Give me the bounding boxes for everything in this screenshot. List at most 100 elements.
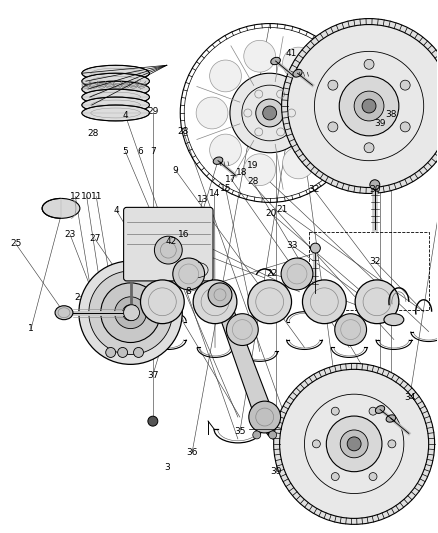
Circle shape (281, 258, 313, 290)
Text: 6: 6 (137, 147, 143, 156)
Circle shape (124, 305, 140, 321)
Ellipse shape (370, 180, 380, 190)
Circle shape (106, 348, 116, 358)
Ellipse shape (82, 81, 149, 97)
Ellipse shape (293, 69, 302, 77)
Circle shape (335, 314, 367, 345)
Text: 39: 39 (374, 119, 386, 128)
Circle shape (354, 91, 384, 121)
Text: 14: 14 (209, 189, 220, 198)
Circle shape (369, 407, 377, 415)
Ellipse shape (386, 415, 396, 422)
Circle shape (312, 440, 320, 448)
Text: 29: 29 (147, 107, 159, 116)
Circle shape (148, 416, 158, 426)
Text: 10: 10 (81, 192, 92, 201)
Circle shape (288, 25, 438, 188)
Text: 20: 20 (265, 209, 277, 218)
Text: 15: 15 (220, 183, 231, 192)
Circle shape (369, 473, 377, 481)
Text: 28: 28 (178, 127, 189, 136)
Circle shape (400, 122, 410, 132)
Text: 28: 28 (247, 177, 258, 186)
Ellipse shape (82, 105, 149, 121)
Text: 13: 13 (197, 195, 208, 204)
Circle shape (230, 73, 309, 153)
Circle shape (196, 97, 228, 129)
Circle shape (328, 122, 338, 132)
Circle shape (101, 283, 160, 343)
Text: 35: 35 (234, 427, 246, 436)
Text: 30: 30 (369, 185, 381, 194)
Circle shape (193, 280, 237, 324)
Text: 2: 2 (75, 293, 80, 302)
Circle shape (208, 283, 232, 307)
Circle shape (134, 348, 144, 358)
Text: 3: 3 (164, 463, 170, 472)
Text: 19: 19 (247, 161, 259, 171)
Circle shape (355, 280, 399, 324)
Ellipse shape (82, 65, 149, 81)
Circle shape (279, 369, 429, 519)
Circle shape (364, 143, 374, 153)
Text: 32: 32 (308, 185, 320, 194)
Circle shape (115, 297, 146, 329)
Text: 7: 7 (150, 147, 156, 156)
Circle shape (210, 134, 241, 166)
Ellipse shape (375, 406, 385, 414)
Circle shape (400, 80, 410, 90)
Ellipse shape (82, 89, 149, 105)
Circle shape (244, 154, 276, 185)
Text: 16: 16 (177, 230, 189, 239)
Circle shape (274, 364, 434, 524)
Text: 25: 25 (10, 239, 21, 248)
Circle shape (256, 99, 283, 127)
Text: 5: 5 (123, 147, 128, 156)
Circle shape (283, 47, 314, 79)
Text: 9: 9 (173, 166, 178, 175)
Text: 8: 8 (186, 287, 191, 296)
Circle shape (274, 364, 434, 524)
Circle shape (308, 117, 340, 149)
Circle shape (118, 348, 127, 358)
Circle shape (328, 80, 338, 90)
Circle shape (263, 106, 277, 120)
Text: 36: 36 (186, 448, 198, 457)
Circle shape (364, 59, 374, 69)
Circle shape (173, 258, 205, 290)
Text: 41: 41 (285, 49, 297, 58)
Circle shape (339, 76, 399, 136)
Circle shape (79, 261, 182, 365)
Text: 11: 11 (91, 192, 102, 201)
Circle shape (282, 19, 438, 193)
Circle shape (141, 280, 184, 324)
Text: 4: 4 (114, 206, 120, 215)
Text: 33: 33 (286, 241, 298, 250)
Ellipse shape (42, 198, 80, 219)
Ellipse shape (384, 314, 404, 326)
Ellipse shape (55, 306, 73, 320)
FancyBboxPatch shape (124, 207, 213, 281)
Ellipse shape (82, 97, 149, 113)
Circle shape (331, 407, 339, 415)
Polygon shape (212, 295, 275, 417)
Circle shape (303, 280, 346, 324)
Text: 12: 12 (70, 192, 81, 201)
Circle shape (89, 271, 172, 354)
Circle shape (331, 473, 339, 481)
Circle shape (283, 147, 314, 179)
Circle shape (253, 431, 261, 439)
Circle shape (308, 77, 340, 109)
Text: 39: 39 (270, 467, 281, 477)
Ellipse shape (82, 73, 149, 89)
Text: 34: 34 (404, 393, 415, 402)
Circle shape (210, 60, 241, 92)
Text: 1: 1 (28, 325, 34, 334)
Text: 32: 32 (369, 257, 381, 266)
Ellipse shape (213, 157, 223, 164)
Circle shape (249, 401, 281, 433)
Text: 18: 18 (237, 168, 248, 177)
Text: 27: 27 (89, 235, 101, 244)
Text: 28: 28 (87, 128, 99, 138)
Text: 23: 23 (64, 230, 76, 239)
